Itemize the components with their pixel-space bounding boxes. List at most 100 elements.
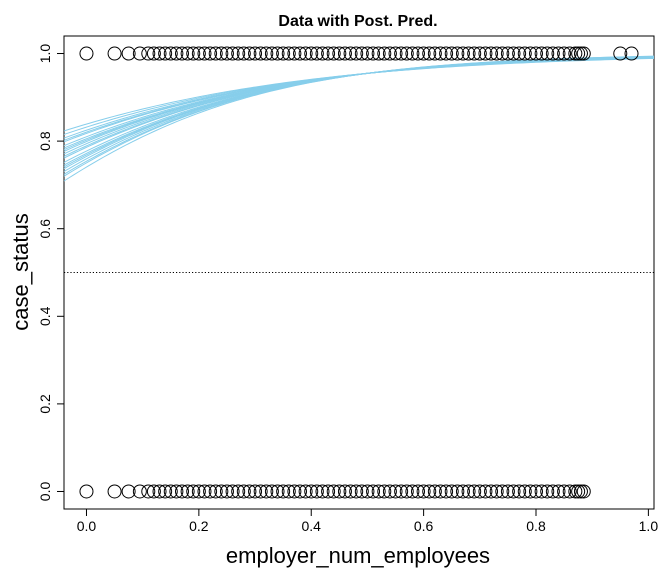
data-point-y1: [158, 46, 173, 61]
data-point-y0: [506, 484, 521, 499]
data-point-y1: [568, 46, 583, 61]
data-point-y0: [169, 484, 184, 499]
data-point-y0: [343, 484, 358, 499]
data-point-y1: [478, 46, 493, 61]
data-point-y1: [225, 46, 240, 61]
data-point-y0: [394, 484, 409, 499]
data-point-y0: [219, 484, 234, 499]
data-point-y0: [304, 484, 319, 499]
posterior-curve: [63, 56, 655, 151]
data-point-y1: [399, 46, 414, 61]
data-point-y1: [624, 46, 639, 61]
data-point-y1: [354, 46, 369, 61]
data-point-y1: [433, 46, 448, 61]
data-point-y1: [276, 46, 291, 61]
data-point-y1: [529, 46, 543, 61]
data-point-y1: [545, 46, 560, 61]
data-point-y0: [248, 484, 263, 499]
data-point-y0: [163, 484, 178, 499]
data-point-y0: [576, 484, 591, 499]
data-point-y1: [298, 46, 313, 61]
data-point-y0: [354, 484, 369, 499]
data-point-y0: [455, 484, 470, 499]
data-point-y1: [236, 46, 251, 61]
data-point-y1: [214, 46, 229, 61]
data-point-y1: [411, 46, 425, 61]
data-point-y1: [500, 46, 515, 61]
data-point-y0: [146, 484, 161, 499]
data-point-y0: [366, 484, 381, 499]
data-point-y1: [534, 46, 549, 61]
data-point-y1: [141, 46, 156, 61]
data-point-y1: [371, 46, 386, 61]
data-point-y0: [484, 484, 499, 499]
data-point-y0: [349, 484, 364, 499]
data-point-y1: [304, 46, 319, 61]
data-point-y1: [343, 46, 358, 61]
data-point-y0: [203, 484, 218, 499]
data-point-y1: [175, 46, 189, 61]
data-point-y1: [203, 46, 218, 61]
data-point-y1: [253, 46, 268, 61]
chart-title: Data with Post. Pred.: [278, 13, 437, 30]
data-point-y1: [427, 46, 442, 61]
data-point-y0: [377, 484, 392, 499]
data-point-y1: [571, 46, 586, 61]
data-point-y1: [293, 46, 307, 61]
data-point-y1: [152, 46, 167, 61]
data-point-y1: [231, 46, 246, 61]
data-point-y1: [557, 46, 572, 61]
data-point-y0: [309, 484, 324, 499]
data-point-y0: [489, 484, 504, 499]
data-point-y1: [349, 46, 364, 61]
data-point-y1: [287, 46, 302, 61]
data-point-y1: [495, 46, 510, 61]
data-point-y1: [132, 46, 147, 61]
data-point-y0: [326, 484, 341, 499]
data-point-y1: [309, 46, 324, 61]
data-point-y1: [315, 46, 330, 61]
data-point-y0: [422, 484, 437, 499]
data-point-y0: [332, 484, 347, 499]
data-point-y1: [416, 46, 431, 61]
data-point-y1: [489, 46, 504, 61]
data-point-y1: [337, 46, 352, 61]
data-point-y0: [371, 484, 386, 499]
data-point-y0: [259, 484, 274, 499]
data-point-y0: [571, 484, 586, 499]
data-point-y0: [337, 484, 352, 499]
x-tick-label: 0.8: [526, 518, 546, 534]
data-point-y0: [79, 484, 94, 499]
data-point-y0: [568, 484, 583, 499]
data-point-y0: [298, 484, 313, 499]
data-point-y1: [191, 46, 206, 61]
data-point-y1: [332, 46, 347, 61]
data-point-y1: [360, 46, 375, 61]
data-point-y0: [242, 484, 257, 499]
data-point-y1: [517, 46, 532, 61]
data-point-y0: [180, 484, 195, 499]
data-point-y0: [517, 484, 532, 499]
data-point-y0: [158, 484, 173, 499]
data-point-y1: [512, 46, 527, 61]
data-point-y1: [551, 46, 566, 61]
y-tick-label: 0.0: [37, 482, 53, 502]
data-point-y1: [540, 46, 555, 61]
data-point-y1: [422, 46, 437, 61]
data-point-y0: [512, 484, 527, 499]
data-point-y0: [433, 484, 448, 499]
data-point-y0: [399, 484, 414, 499]
data-point-y0: [439, 484, 454, 499]
data-point-y0: [573, 484, 588, 499]
x-tick-label: 0.6: [414, 518, 434, 534]
data-point-y1: [377, 46, 392, 61]
data-point-y0: [472, 484, 487, 499]
posterior-curve: [63, 57, 655, 141]
data-point-y0: [315, 484, 330, 499]
data-point-y1: [169, 46, 184, 61]
data-point-y1: [461, 46, 476, 61]
data-point-y1: [562, 46, 577, 61]
data-point-y0: [500, 484, 515, 499]
y-axis: 0.0 0.2 0.4 0.6 0.8 1.0: [37, 44, 64, 502]
posterior-curve: [63, 56, 655, 155]
